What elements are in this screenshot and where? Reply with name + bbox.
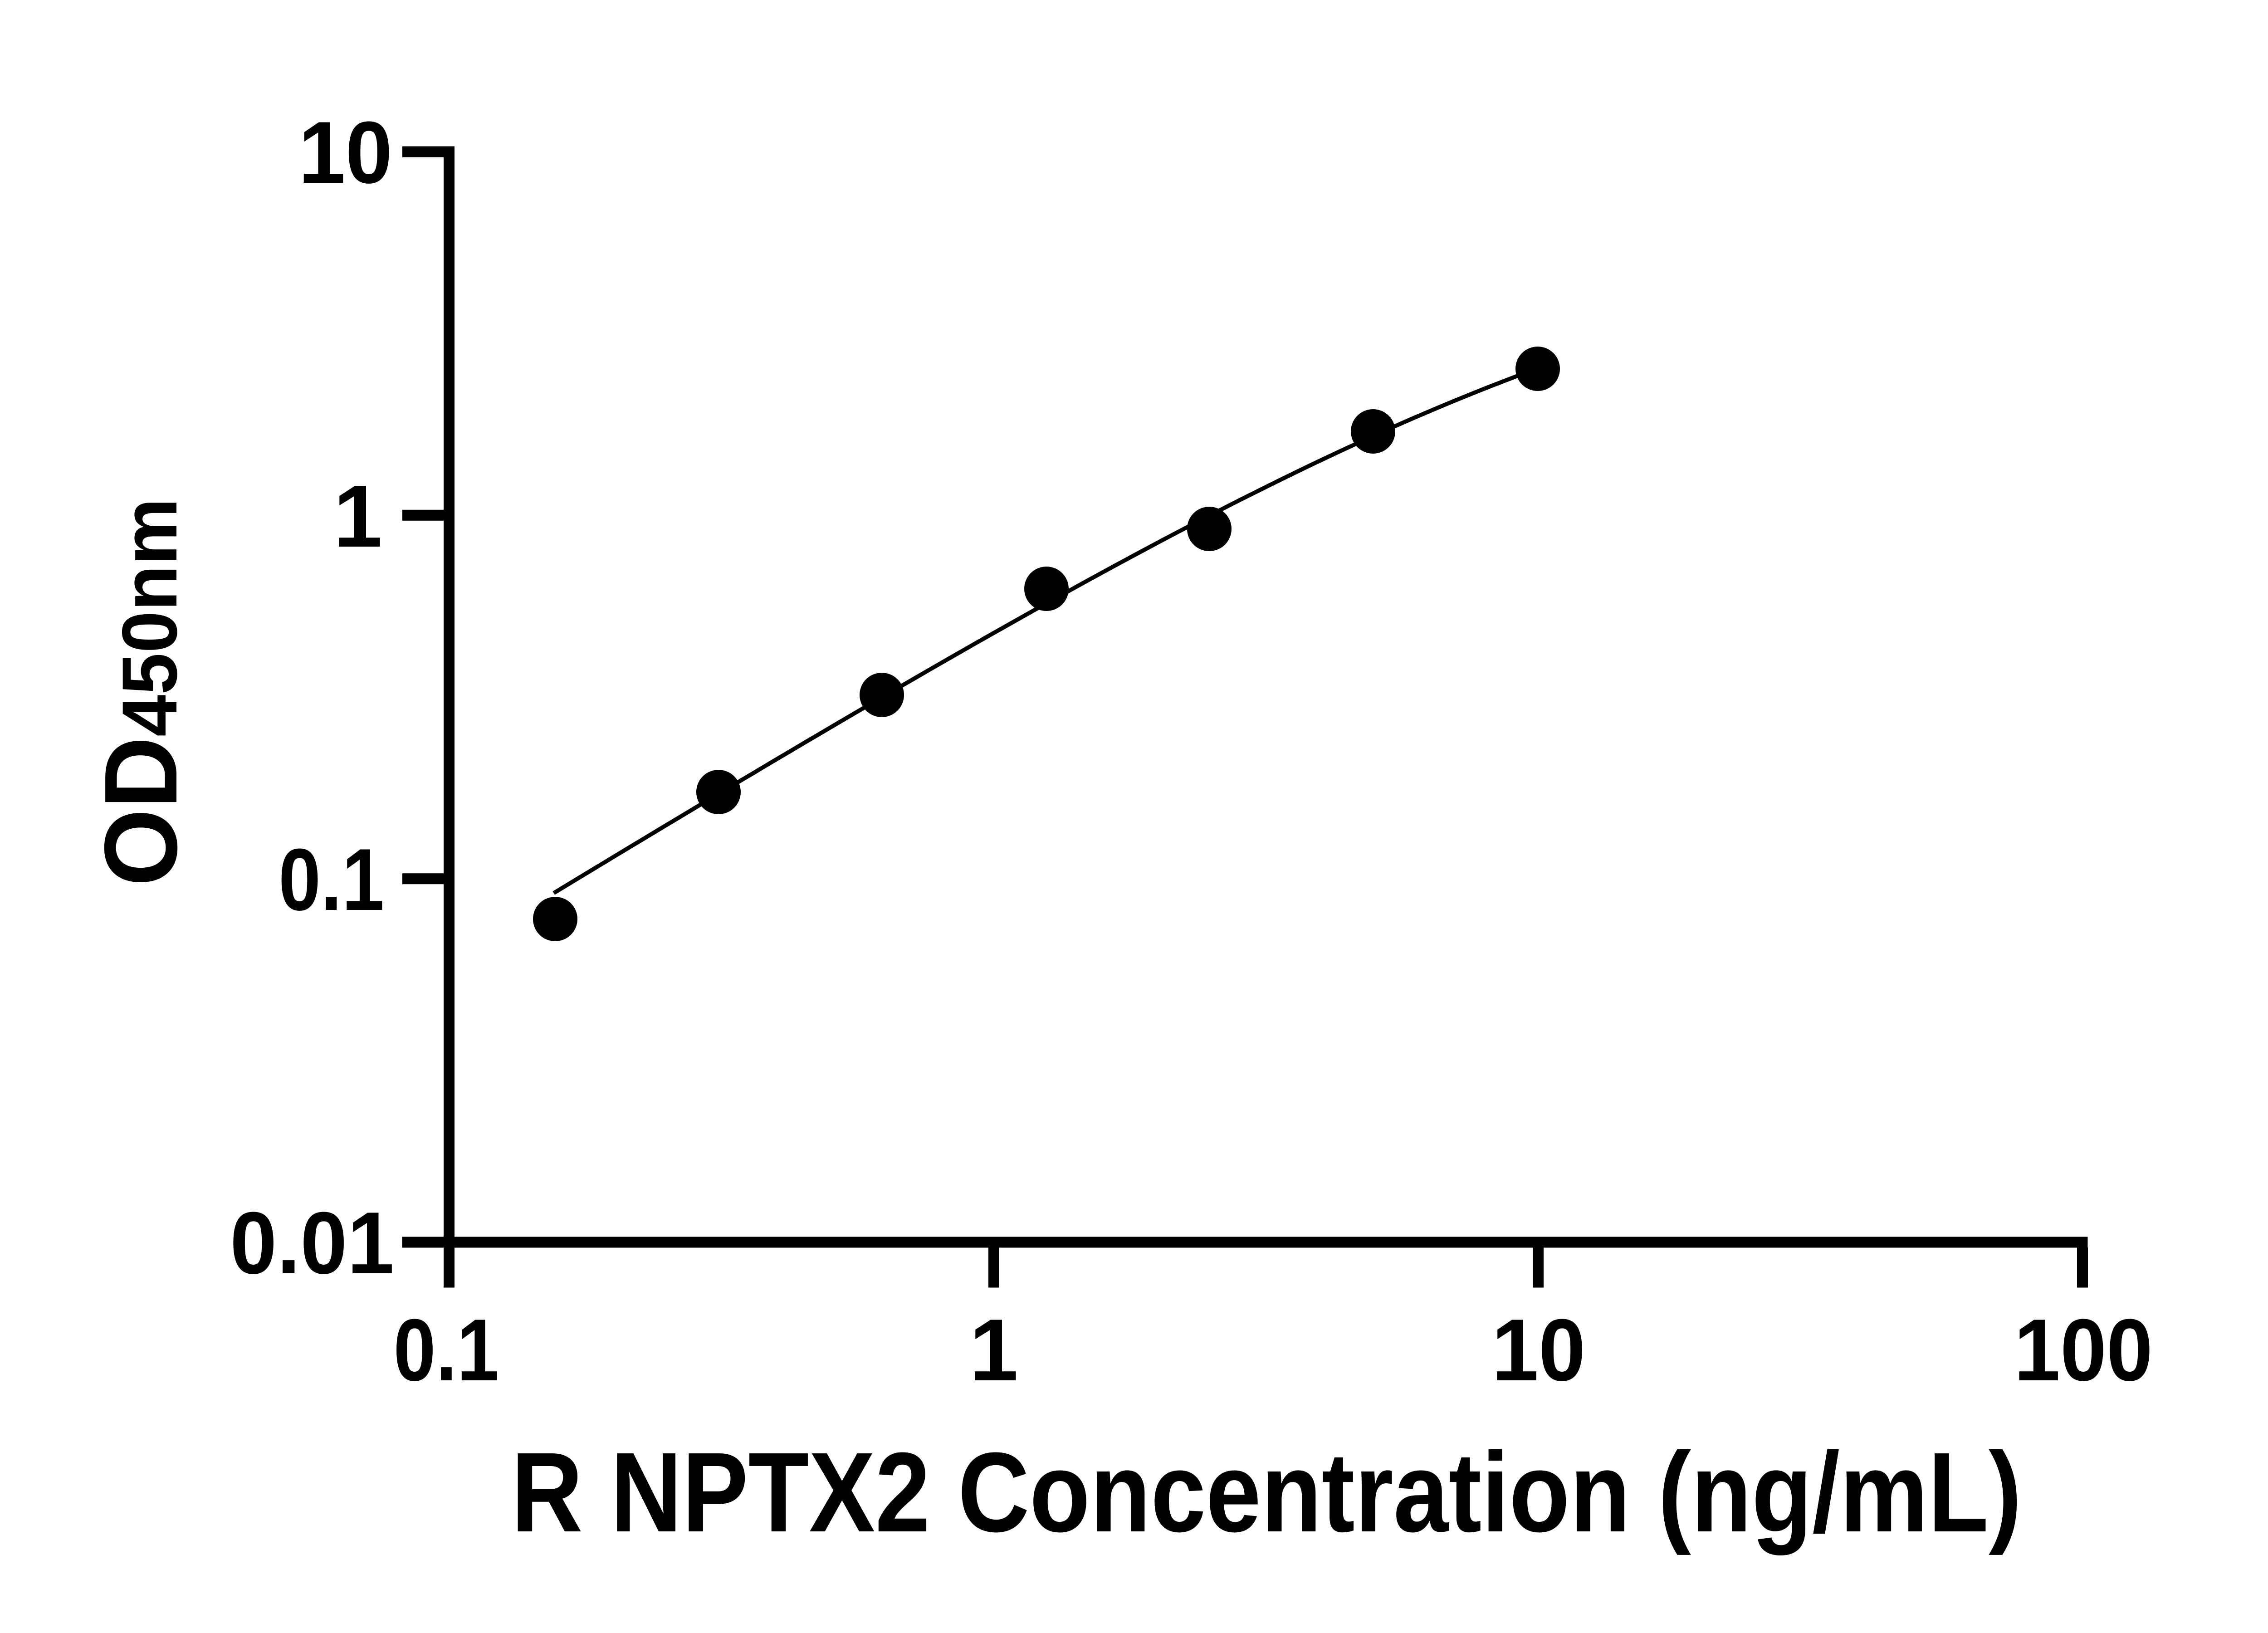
svg-text:1: 1 xyxy=(333,467,382,566)
svg-text:R NPTX2 Concentration (ng/mL): R NPTX2 Concentration (ng/mL) xyxy=(511,1429,2022,1555)
svg-text:10: 10 xyxy=(298,103,392,202)
svg-text:0.1: 0.1 xyxy=(279,831,384,929)
svg-text:10: 10 xyxy=(1492,1301,1586,1399)
svg-text:0.01: 0.01 xyxy=(230,1194,394,1292)
svg-text:1: 1 xyxy=(969,1301,1018,1399)
svg-text:100: 100 xyxy=(2014,1301,2153,1399)
svg-text:OD450nm: OD450nm xyxy=(83,498,199,886)
svg-text:0.1: 0.1 xyxy=(394,1301,499,1399)
